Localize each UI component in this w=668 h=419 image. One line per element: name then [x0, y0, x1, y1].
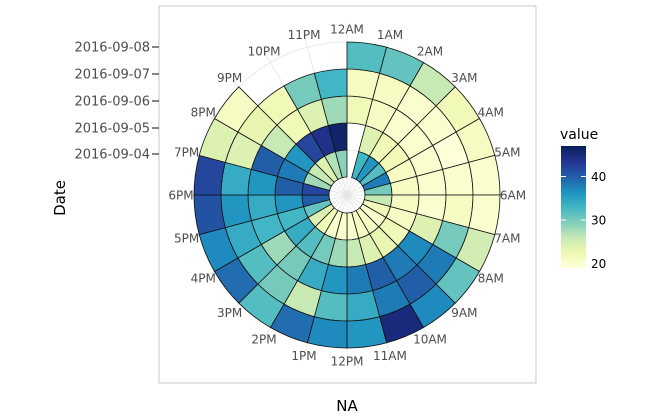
date-axis: 2016-09-04 2016-09-05 2016-09-06 2016-09-07…	[74, 41, 159, 163]
hour-tick-label: 2AM	[417, 45, 443, 59]
hour-tick-label: 7AM	[494, 231, 520, 245]
heat-tile	[193, 194, 226, 236]
legend-tick-label: 40	[591, 170, 606, 184]
hour-tick-labels: 12AM 1AM 2AM 3AM 4AM 5AM 6AM 7AM 8AM 9AM 10AM 11AM 1…	[168, 23, 526, 369]
x-axis-title: NA	[336, 397, 358, 415]
hour-tick-label: 12PM	[331, 355, 364, 369]
date-tick-label: 2016-09-05	[74, 122, 150, 137]
legend-tick-label: 30	[591, 214, 606, 228]
hour-tick-label: 12AM	[330, 23, 364, 37]
heat-tile	[346, 316, 388, 349]
legend-title: value	[560, 127, 598, 143]
hour-tick-label: 7PM	[174, 146, 199, 160]
date-tick-label: 2016-09-04	[74, 148, 150, 163]
y-axis-title: Date	[51, 180, 69, 216]
legend-colorbar	[561, 146, 586, 268]
hour-tick-label: 3AM	[451, 71, 477, 85]
hour-tick-label: 1PM	[291, 349, 316, 363]
legend-tick-label: 20	[591, 257, 606, 271]
hour-tick-label: 5PM	[174, 231, 199, 245]
heat-tiles	[193, 41, 501, 349]
hour-tick-label: 10AM	[413, 332, 447, 346]
hour-tick-label: 9PM	[217, 71, 242, 85]
hour-tick-label: 11PM	[288, 28, 321, 42]
hour-tick-label: 9AM	[451, 306, 477, 320]
hour-tick-label: 4AM	[478, 106, 504, 120]
date-tick-label: 2016-09-07	[74, 68, 150, 83]
hour-tick-label: 8AM	[478, 272, 504, 286]
heat-tile	[213, 86, 259, 133]
hour-tick-label: 5AM	[494, 146, 520, 160]
hour-tick-label: 8PM	[191, 106, 216, 120]
hour-tick-label: 3PM	[217, 306, 242, 320]
hour-tick-label: 6PM	[168, 189, 193, 203]
hour-tick-label: 1AM	[377, 28, 403, 42]
hour-tick-label: 6AM	[500, 189, 526, 203]
hour-tick-label: 2PM	[251, 332, 276, 346]
legend: value 20 30 40	[560, 127, 606, 271]
heat-tile	[468, 154, 501, 196]
hour-tick-label: 4PM	[191, 272, 216, 286]
hour-tick-label: 10PM	[248, 45, 281, 59]
date-tick-label: 2016-09-06	[74, 95, 150, 110]
hour-tick-label: 11AM	[373, 349, 407, 363]
date-tick-label: 2016-09-08	[74, 41, 150, 56]
legend-ticks: 20 30 40	[561, 170, 606, 271]
